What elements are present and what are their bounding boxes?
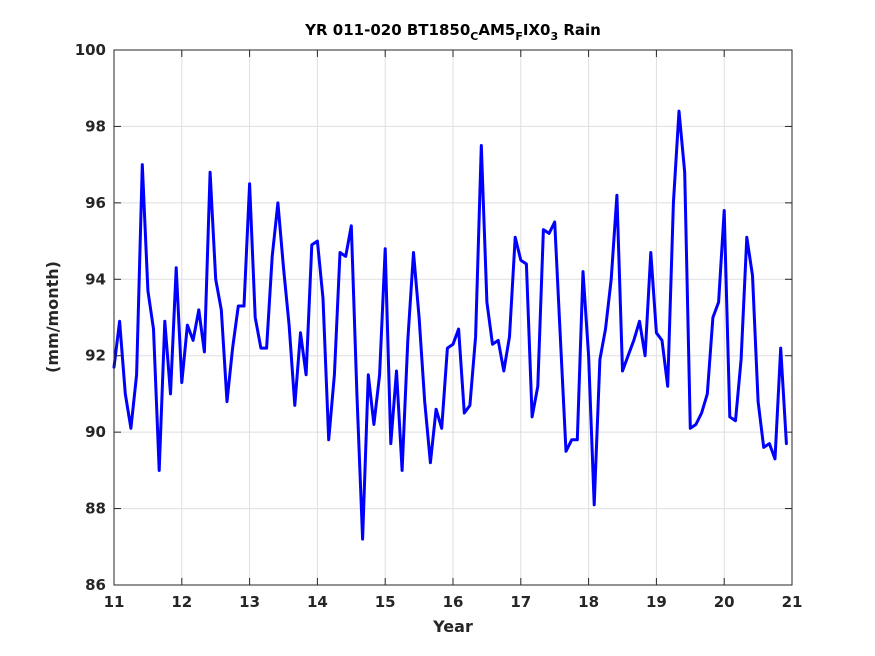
y-tick-label: 90	[85, 423, 106, 441]
chart-title-part: YR 011-020 BT1850	[304, 21, 470, 39]
y-axis-label: (mm/month)	[43, 261, 62, 373]
x-tick-label: 12	[171, 593, 192, 611]
chart-title-subscript: 3	[550, 30, 558, 43]
chart-title: YR 011-020 BT1850CAM5FIX03 Rain	[304, 21, 601, 43]
tick-marks	[113, 49, 793, 586]
x-tick-label: 16	[443, 593, 464, 611]
x-tick-label: 17	[510, 593, 531, 611]
y-tick-label: 86	[85, 576, 106, 594]
x-tick-label: 20	[714, 593, 735, 611]
x-axis-label: Year	[432, 617, 473, 636]
y-tick-label: 92	[85, 347, 106, 365]
x-tick-labels: 11 12 13 14 15 16 17 18 19 20 21	[104, 593, 803, 611]
chart-title-part: IX0	[523, 21, 551, 39]
x-tick-label: 21	[782, 593, 803, 611]
x-tick-label: 13	[239, 593, 260, 611]
chart-title-part: Rain	[558, 21, 601, 39]
chart-title-subscript: F	[515, 30, 523, 43]
chart-title-part: AM5	[478, 21, 515, 39]
y-tick-label: 94	[85, 270, 106, 288]
x-tick-label: 15	[375, 593, 396, 611]
x-tick-label: 11	[104, 593, 125, 611]
x-tick-label: 18	[578, 593, 599, 611]
y-tick-label: 98	[85, 117, 106, 135]
y-tick-label: 100	[75, 41, 106, 59]
series-line-rain	[112, 109, 788, 541]
x-tick-label: 14	[307, 593, 328, 611]
x-tick-label: 19	[646, 593, 667, 611]
chart-title-subscript: C	[470, 30, 478, 43]
y-tick-labels: 86 88 90 92 94 96 98 100	[75, 41, 106, 594]
y-tick-label: 96	[85, 194, 106, 212]
y-tick-label: 88	[85, 500, 106, 518]
